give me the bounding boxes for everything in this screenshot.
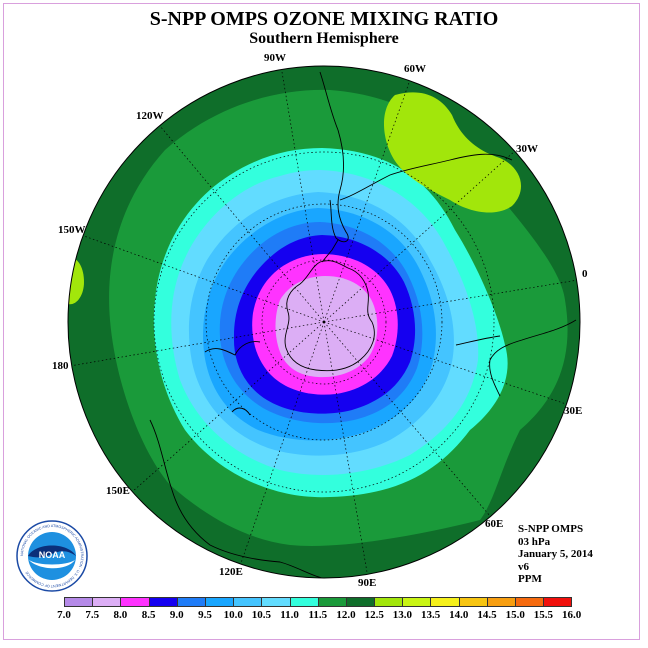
colorbar-tick-label: 8.5 [141, 609, 156, 621]
coastlines [149, 71, 577, 578]
colorbar-tick-label: 15.5 [533, 609, 554, 621]
info-units: PPM [518, 573, 542, 585]
colorbar-cell [261, 597, 291, 607]
colorbar-cell [374, 597, 404, 607]
meridian-30e [323, 321, 567, 405]
map-title: S-NPP OMPS OZONE MIXING RATIO [149, 8, 499, 30]
meridian-0 [323, 279, 579, 323]
coastline-south-america-east [339, 153, 513, 201]
colorbar-tick-label: 14.5 [477, 609, 497, 621]
lon-label-90e: 90E [358, 577, 377, 589]
lon-label-120e: 120E [219, 566, 243, 578]
meridian-90e [323, 321, 369, 578]
lon-label-30e: 30E [564, 405, 583, 417]
meridian-90w [280, 66, 325, 323]
lon-label-30w: 30W [516, 143, 538, 155]
colorbar-tick-label: 14.0 [449, 609, 469, 621]
colorbar-tick-label: 7.5 [85, 609, 100, 621]
latitude-circle-mid [205, 203, 443, 441]
contour-12-5-blob [383, 92, 522, 213]
lon-label-150w: 150W [58, 224, 86, 236]
meridian-180 [69, 321, 325, 367]
colorbar-tick-label: 9.5 [198, 609, 212, 621]
globe-outline [67, 65, 581, 579]
info-instrument: S-NPP OMPS [518, 523, 584, 535]
colorbar-tick-label: 16.0 [561, 609, 582, 621]
noaa-logo: NOAA NATIONAL OCEANIC AND ATMOSPHERIC AD… [16, 520, 88, 592]
contour-7-5 [275, 276, 378, 378]
lon-label-60w: 60W [404, 63, 426, 75]
meridian-120w [159, 125, 325, 323]
colorbar [64, 597, 573, 607]
coastline-antarctica [284, 260, 375, 372]
map-subtitle: Southern Hemisphere [249, 30, 399, 47]
colorbar-cell [176, 597, 206, 607]
meridian-150e [131, 321, 325, 493]
logo-text: NOAA [39, 550, 66, 560]
colorbar-cell [486, 597, 516, 607]
lon-label-90w: 90W [264, 52, 286, 64]
colorbar-cell [92, 597, 122, 607]
colorbar-cell [64, 597, 94, 607]
colorbar-cell [458, 597, 488, 607]
colorbar-tick-label: 9.0 [169, 609, 184, 621]
colorbar-cell [317, 597, 347, 607]
info-block: S-NPP OMPS 03 hPa January 5, 2014 v6 PPM [518, 523, 593, 586]
coastline-south-america [319, 71, 349, 243]
info-level: 03 hPa [518, 535, 551, 548]
coastline-antarctic-peninsula [321, 239, 339, 263]
colorbar-tick-label: 10.5 [251, 609, 272, 621]
graticule [69, 66, 579, 578]
lon-label-0: 0 [582, 268, 588, 280]
meridian-60w [323, 79, 411, 323]
coastline-tasmania [231, 407, 251, 416]
colorbar-cell [289, 597, 319, 607]
colorbar-cell [233, 597, 263, 607]
colorbar-cell [543, 597, 573, 607]
coastline-africa-south [455, 335, 501, 346]
latitude-circle-outer [153, 151, 495, 493]
meridian-120e [239, 321, 325, 567]
colorbar-cell [345, 597, 376, 607]
colorbar-tick-label: 13.5 [420, 609, 441, 621]
colorbar-tick-label: 11.0 [280, 609, 299, 621]
info-date: January 5, 2014 [518, 548, 593, 560]
meridian-150w [83, 235, 325, 323]
colorbar-cell [402, 597, 432, 607]
lon-label-120w: 120W [136, 110, 164, 122]
colorbar-tick-label: 12.5 [364, 609, 384, 621]
colorbar-tick-label: 12.0 [336, 609, 356, 621]
colorbar-cell [430, 597, 460, 607]
colorbar-tick-label: 11.5 [308, 609, 328, 621]
colorbar-tick-label: 15.0 [505, 609, 525, 621]
coastline-new-zealand [204, 341, 261, 356]
info-version: v6 [518, 560, 529, 573]
colorbar-tick-label: 8.0 [113, 609, 128, 621]
colorbar-tick-label: 10.0 [223, 609, 243, 621]
colorbar-tick-label: 13.0 [392, 609, 413, 621]
latitude-circle-inner [261, 259, 387, 385]
lon-label-60e: 60E [485, 518, 504, 530]
figure-frame [3, 3, 640, 640]
lon-label-150e: 150E [106, 485, 130, 497]
coastline-australia [149, 419, 323, 578]
lon-label-180: 180 [52, 360, 69, 372]
colorbar-cell [204, 597, 235, 607]
colorbar-cell [515, 597, 545, 607]
colorbar-cell [120, 597, 150, 607]
meridian-30w [323, 149, 517, 323]
meridian-60e [323, 321, 491, 517]
colorbar-tick-label: 7.0 [57, 609, 71, 621]
coastline-africa [489, 319, 577, 397]
ozone-contours [68, 66, 580, 578]
colorbar-cell [148, 597, 178, 607]
